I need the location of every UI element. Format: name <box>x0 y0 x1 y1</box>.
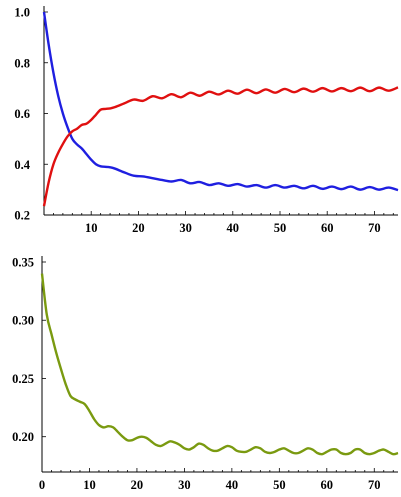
y-tick-label: 0.2 <box>14 209 30 223</box>
x-tick-label: 70 <box>368 221 381 235</box>
y-tick-label: 0.35 <box>12 256 34 270</box>
series-line <box>40 273 399 456</box>
y-tick-label: 0.30 <box>12 314 34 328</box>
y-tick-label: 0.25 <box>12 372 34 386</box>
x-tick-label: 30 <box>178 478 191 492</box>
x-tick-label: 10 <box>83 478 96 492</box>
x-tick-label: 30 <box>179 221 192 235</box>
chart-top: 0.2 0.4 0.6 0.8 1.0 10 20 30 40 50 60 70 <box>14 6 399 235</box>
y-tick-label: 0.8 <box>14 56 30 70</box>
x-tick-label: 50 <box>273 478 286 492</box>
x-tick-label: 70 <box>368 478 381 492</box>
y-tick-label: 0.4 <box>14 158 30 172</box>
series-line <box>42 11 399 192</box>
x-tick-label: 10 <box>85 221 98 235</box>
x-tick-label: 40 <box>226 478 239 492</box>
series-line <box>42 86 399 207</box>
x-tick-label: 20 <box>131 478 144 492</box>
x-tick-label: 0 <box>39 478 45 492</box>
x-tick-label: 50 <box>274 221 287 235</box>
chart-bottom: 0.20 0.25 0.30 0.35 0 10 20 30 40 50 60 70 <box>12 256 399 492</box>
y-tick-label: 0.6 <box>14 107 30 121</box>
x-tick-label: 60 <box>321 478 334 492</box>
x-tick-label: 20 <box>132 221 145 235</box>
x-tick-label: 40 <box>227 221 240 235</box>
x-tick-label: 60 <box>321 221 334 235</box>
y-tick-label: 1.0 <box>14 6 30 20</box>
y-tick-label: 0.20 <box>12 430 34 444</box>
